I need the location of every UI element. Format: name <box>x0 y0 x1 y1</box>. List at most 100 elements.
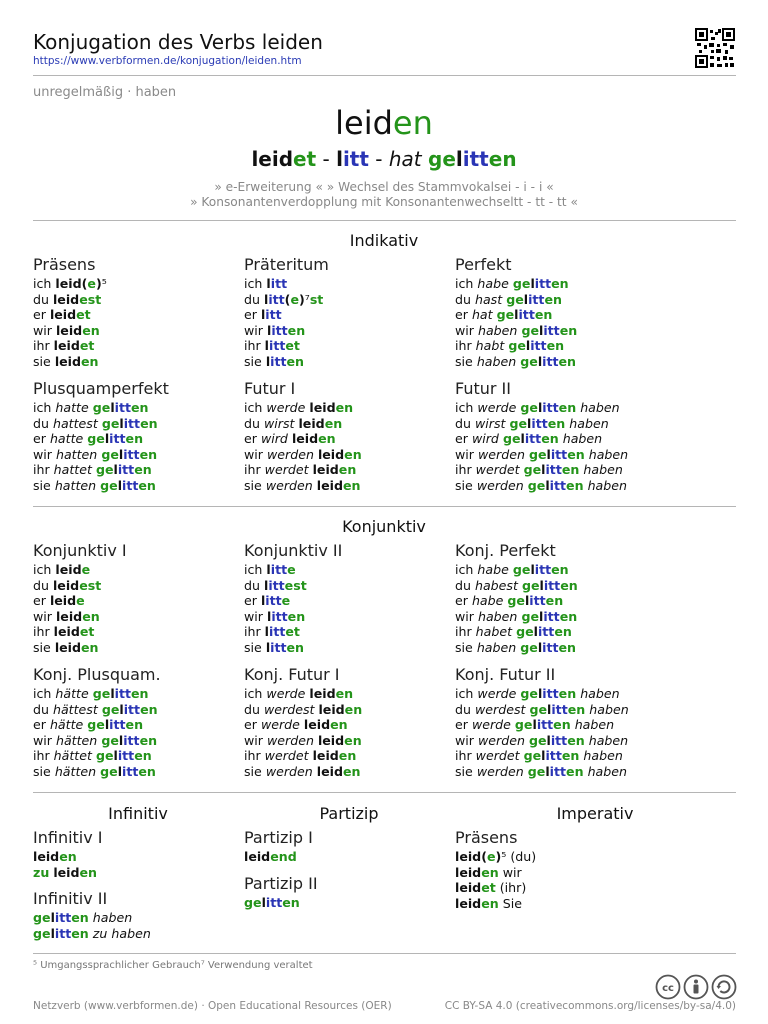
conjugation-line: wir werden leiden <box>244 733 449 749</box>
form-segment: et <box>79 624 95 639</box>
form-segment: sie <box>455 353 477 369</box>
form-segment: l <box>527 415 532 431</box>
form-segment: en <box>286 639 305 655</box>
conjugation-line: du littest <box>244 578 449 594</box>
form-segment: l <box>537 400 543 415</box>
form-segment: du <box>33 291 53 307</box>
conjugation-line: sie leiden <box>33 354 238 370</box>
form-segment: l <box>539 322 544 338</box>
form-segment: leid <box>244 849 271 864</box>
form-segment: l <box>263 291 269 307</box>
form-segment: ⁷ <box>304 291 310 307</box>
form-segment: werde <box>477 686 517 701</box>
form-segment: l <box>119 701 124 717</box>
form-segment: en <box>139 446 158 462</box>
form-segment: haben <box>583 462 623 477</box>
form-segment: ge <box>521 577 540 593</box>
form-segment: ge <box>523 748 542 763</box>
form-segment: wir <box>244 446 267 462</box>
conjugation-line: ihr werdet leiden <box>244 748 449 764</box>
form-segment: ge <box>520 686 538 701</box>
form-segment: er <box>455 431 472 446</box>
form-segment: leid <box>52 577 80 593</box>
form-segment: itt <box>270 639 287 655</box>
form-segment: l <box>530 562 535 577</box>
form-segment: habet <box>475 624 513 639</box>
form-segment: du <box>244 291 264 307</box>
form-segment: itt <box>551 701 568 717</box>
conjugation-line: er wird leiden <box>244 431 449 447</box>
conjugation-line: sie werden leiden <box>244 478 449 494</box>
section-title-indikativ: Indikativ <box>349 231 419 250</box>
conjugation-line: wir litten <box>244 609 449 625</box>
form-segment: leid <box>251 147 294 171</box>
form-segment: en <box>125 717 144 732</box>
conjugation-line: ich werde leiden <box>244 686 449 702</box>
form-segment: wir <box>455 446 478 462</box>
form-segment: e <box>486 849 496 864</box>
form-segment: en <box>392 104 433 142</box>
form-segment: l <box>104 431 110 446</box>
conjugation-line: wir haben gelitten <box>455 323 660 339</box>
form-segment: ich <box>244 276 267 291</box>
note-line-1: » e-Erweiterung « » Wechsel des Stammvok… <box>214 180 554 194</box>
form-segment: en <box>59 849 77 864</box>
form-segment: itt <box>269 338 286 353</box>
form-segment: itt <box>543 322 560 338</box>
form-segment: ge <box>528 446 547 462</box>
block-perfekt: Perfekt ich habe gelitten du hast gelitten… <box>455 255 660 369</box>
footer-license: CC BY-SA 4.0 (creativecommons.org/licens… <box>444 1000 736 1012</box>
qr-code-icon <box>695 28 735 68</box>
conjugation-line: du hättest gelitten <box>33 702 238 718</box>
form-segment: l <box>113 748 118 763</box>
block-imperativ-praesens: Präsens leid(e)⁵ (du) leiden wir leidet (ih… <box>455 828 660 911</box>
form-segment: itt <box>122 763 139 779</box>
form-segment: itt <box>542 400 559 415</box>
form-segment: habe <box>477 562 509 577</box>
form-segment: en <box>318 431 336 446</box>
form-segment: itt <box>270 562 288 577</box>
form-segment: sie <box>33 353 55 369</box>
form-segment: leid <box>317 446 345 462</box>
conjugation-line: du leidest <box>33 578 238 594</box>
tense-title: Konj. Futur II <box>455 665 556 684</box>
header-divider <box>33 75 736 76</box>
conjugation-line: ich leid(e)⁵ <box>33 276 238 292</box>
conjugation-line: wir werden gelitten haben <box>455 733 660 749</box>
form-segment: haben <box>580 686 620 701</box>
form-segment: hätte <box>49 717 84 732</box>
tense-title: Partizip II <box>244 874 318 893</box>
form-segment: l <box>546 732 551 748</box>
form-segment: sie <box>455 639 477 655</box>
form-segment: l <box>266 608 272 624</box>
form-segment: en <box>544 291 562 307</box>
form-segment: l <box>537 686 543 701</box>
form-segment: en <box>560 577 578 593</box>
form-segment: du <box>244 701 264 717</box>
form-segment: e <box>76 593 85 608</box>
conjugation-line: wir hatten gelitten <box>33 447 238 463</box>
conjugation-line: du wirst gelitten haben <box>455 416 660 432</box>
conjugation-line: leidet (ihr) <box>455 880 660 896</box>
form-segment: ge <box>100 763 118 779</box>
form-segment: hätte <box>55 686 89 701</box>
cc-by-sa-license-icon[interactable]: cc <box>655 974 737 1000</box>
conjugation-line: wir werden leiden <box>244 447 449 463</box>
conjugation-line: leidend <box>244 849 449 865</box>
form-segment: en <box>125 431 144 446</box>
form-segment: haben <box>587 763 627 779</box>
form-segment: itt <box>542 686 559 701</box>
section-title-infinitiv: Infinitiv <box>108 804 168 823</box>
form-segment: en <box>131 400 149 415</box>
conjugation-line: du leidest <box>33 292 238 308</box>
form-segment: haben <box>569 415 609 431</box>
form-segment: end <box>270 849 297 864</box>
source-url-link[interactable]: https://www.verbformen.de/konjugation/le… <box>33 55 302 67</box>
conjugation-line: ich habe gelitten <box>455 562 660 578</box>
form-segment: itt <box>531 415 548 431</box>
form-segment: e <box>290 291 299 307</box>
form-segment: l <box>514 307 519 322</box>
form-segment: l <box>539 608 544 624</box>
form-segment: l <box>266 562 271 577</box>
